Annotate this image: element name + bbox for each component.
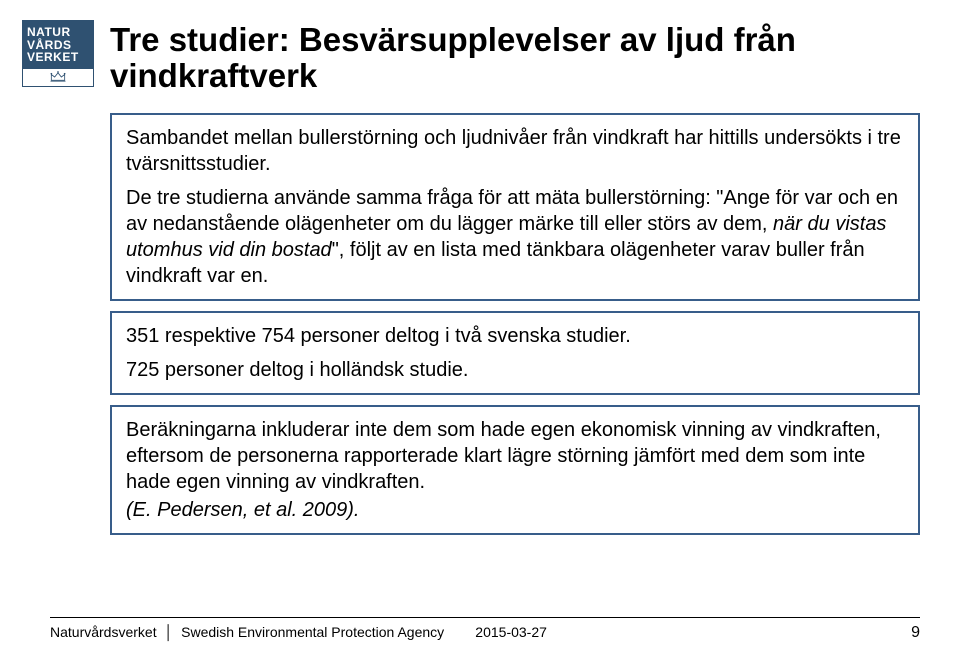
box1-paragraph-2: De tre studierna använde samma fråga för…: [126, 185, 904, 289]
box1-paragraph-1: Sambandet mellan bullerstörning och ljud…: [126, 125, 904, 177]
box3-citation: (E. Pedersen, et al. 2009).: [126, 497, 904, 523]
logo-text-block: NATUR VÅRDS VERKET: [22, 20, 94, 69]
footer-row: Naturvårdsverket │ Swedish Environmental…: [50, 624, 920, 642]
slide: NATUR VÅRDS VERKET Tre studier: Besvärsu…: [0, 0, 960, 662]
footer-org: Naturvårdsverket │ Swedish Environmental…: [50, 624, 547, 642]
footer-divider: [50, 617, 920, 618]
content-area: Tre studier: Besvärsupplevelser av ljud …: [110, 22, 920, 545]
footer-page-number: 9: [911, 624, 920, 642]
logo-line-3: VERKET: [27, 51, 89, 64]
info-box-3: Beräkningarna inkluderar inte dem som ha…: [110, 405, 920, 535]
logo-line-1: NATUR: [27, 26, 89, 39]
footer-org-en: Swedish Environmental Protection Agency: [181, 624, 444, 640]
info-box-2: 351 respektive 754 personer deltog i två…: [110, 311, 920, 395]
footer-separator: │: [164, 624, 173, 640]
agency-logo: NATUR VÅRDS VERKET: [22, 20, 94, 87]
box3-paragraph-1: Beräkningarna inkluderar inte dem som ha…: [126, 417, 904, 495]
slide-title: Tre studier: Besvärsupplevelser av ljud …: [110, 22, 920, 95]
footer: Naturvårdsverket │ Swedish Environmental…: [50, 617, 920, 642]
crown-icon: [48, 70, 68, 84]
footer-date: 2015-03-27: [475, 624, 547, 640]
box2-paragraph-1: 351 respektive 754 personer deltog i två…: [126, 323, 904, 349]
footer-org-sv: Naturvårdsverket: [50, 624, 157, 640]
box2-paragraph-2: 725 personer deltog i holländsk studie.: [126, 357, 904, 383]
info-box-1: Sambandet mellan bullerstörning och ljud…: [110, 113, 920, 301]
logo-emblem: [22, 69, 94, 87]
